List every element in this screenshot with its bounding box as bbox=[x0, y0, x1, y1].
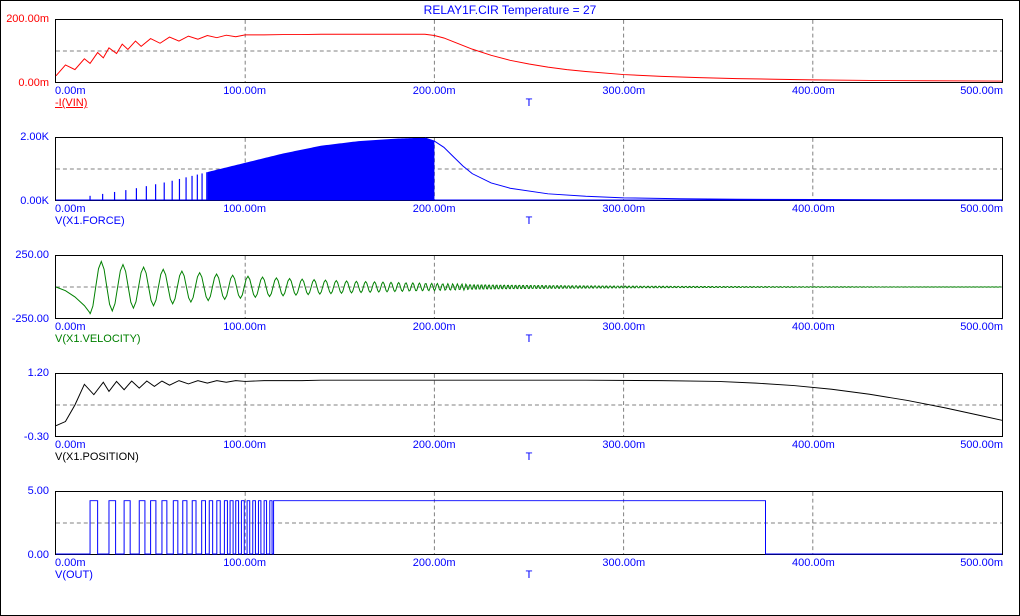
y-tick-max: 250.00 bbox=[15, 249, 49, 261]
x-tick: 0.00m bbox=[55, 557, 86, 569]
x-tick: 100.00m bbox=[223, 557, 266, 569]
plot-area bbox=[55, 373, 1003, 437]
chart-panel: 200.00m0.00m0.00m100.00m200.00m300.00m40… bbox=[1, 19, 1013, 137]
x-tick: 300.00m bbox=[602, 557, 645, 569]
x-tick: 300.00m bbox=[602, 321, 645, 333]
chart-panel: 5.000.00 0.00m 100.00m 200.00m 300.00m 400.00… bbox=[1, 491, 1013, 609]
x-tick: 200.00m bbox=[413, 439, 456, 451]
x-tick: 500.00m bbox=[960, 439, 1003, 451]
y-axis-labels: 2.00K0.00K bbox=[1, 137, 51, 201]
x-tick: 500.00m bbox=[960, 85, 1003, 97]
x-tick: 400.00m bbox=[792, 321, 835, 333]
y-axis-labels: 1.20-0.30 bbox=[1, 373, 51, 437]
x-tick: 300.00m bbox=[602, 203, 645, 215]
x-tick: 200.00m bbox=[413, 557, 456, 569]
y-tick-min: -250.00 bbox=[12, 313, 49, 325]
x-axis-label: T bbox=[55, 333, 1003, 345]
x-tick: 0.00m bbox=[55, 85, 86, 97]
x-tick: 200.00m bbox=[413, 203, 456, 215]
x-tick: 500.00m bbox=[960, 203, 1003, 215]
page-title: RELAY1F.CIR Temperature = 27 bbox=[1, 1, 1019, 19]
x-tick: 400.00m bbox=[792, 85, 835, 97]
plot-area bbox=[55, 19, 1003, 83]
x-tick: 100.00m bbox=[223, 321, 266, 333]
chart-panel: 250.00-250.00 0.00m 100.00m 200.00m 300.00m 4… bbox=[1, 255, 1013, 373]
x-tick: 400.00m bbox=[792, 439, 835, 451]
x-tick: 200.00m bbox=[413, 321, 456, 333]
x-tick: 100.00m bbox=[223, 203, 266, 215]
scope-window: RELAY1F.CIR Temperature = 27 200.00m0.00… bbox=[0, 0, 1020, 616]
x-tick: 0.00m bbox=[55, 439, 86, 451]
x-tick: 0.00m bbox=[55, 203, 86, 215]
y-axis-labels: 5.000.00 bbox=[1, 491, 51, 555]
chart-panel: 1.20-0.30 0.00m 100.00m 200.00m 300.00m 400.0… bbox=[1, 373, 1013, 491]
x-tick: 100.00m bbox=[223, 439, 266, 451]
y-axis-labels: 200.00m0.00m bbox=[1, 19, 51, 83]
plot-area bbox=[55, 137, 1003, 201]
x-tick: 100.00m bbox=[223, 85, 266, 97]
y-tick-max: 1.20 bbox=[28, 367, 49, 379]
y-tick-min: 0.00 bbox=[28, 549, 49, 561]
y-tick-max: 2.00K bbox=[20, 131, 49, 143]
x-axis-label: T bbox=[55, 97, 1003, 109]
x-axis-label: T bbox=[55, 569, 1003, 581]
y-axis-labels: 250.00-250.00 bbox=[1, 255, 51, 319]
panels-container: 200.00m0.00m0.00m100.00m200.00m300.00m40… bbox=[1, 19, 1019, 615]
y-tick-min: 0.00K bbox=[20, 195, 49, 207]
y-tick-max: 5.00 bbox=[28, 485, 49, 497]
y-tick-min: 0.00m bbox=[18, 77, 49, 89]
y-tick-min: -0.30 bbox=[24, 431, 49, 443]
x-tick: 500.00m bbox=[960, 321, 1003, 333]
x-tick: 300.00m bbox=[602, 439, 645, 451]
x-tick: 0.00m bbox=[55, 321, 86, 333]
x-tick: 400.00m bbox=[792, 203, 835, 215]
y-tick-max: 200.00m bbox=[6, 13, 49, 25]
x-tick: 500.00m bbox=[960, 557, 1003, 569]
x-tick: 200.00m bbox=[413, 85, 456, 97]
x-tick: 400.00m bbox=[792, 557, 835, 569]
plot-area bbox=[55, 491, 1003, 555]
chart-panel: 2.00K0.00K 0.00m 100.00m 200.00m 300.00m 400.… bbox=[1, 137, 1013, 255]
x-axis-label: T bbox=[55, 451, 1003, 463]
plot-area bbox=[55, 255, 1003, 319]
x-tick: 300.00m bbox=[602, 85, 645, 97]
x-axis-label: T bbox=[55, 215, 1003, 227]
